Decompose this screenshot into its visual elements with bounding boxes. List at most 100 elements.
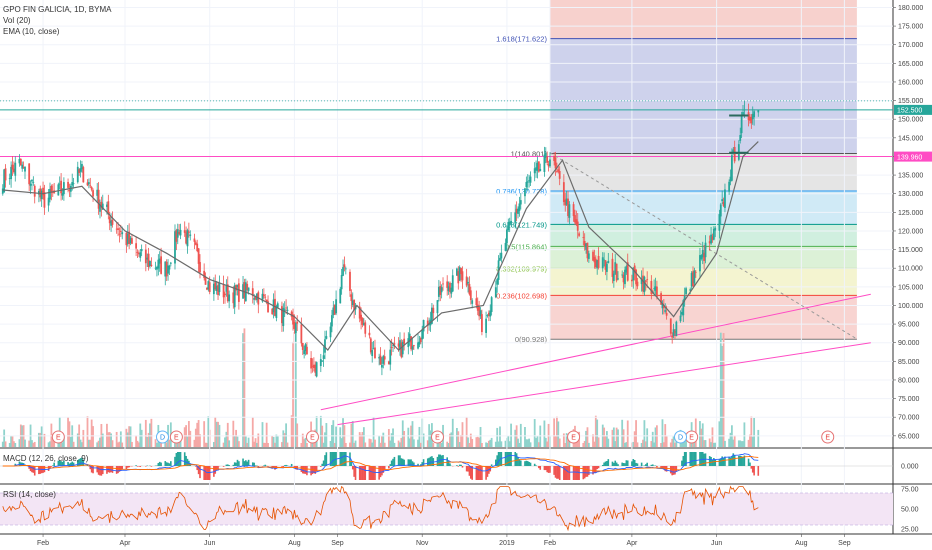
candle-body — [31, 179, 33, 182]
volume-bar — [661, 419, 664, 447]
macd-histogram-bar — [96, 466, 99, 473]
candle-body — [11, 164, 14, 170]
candle-body — [329, 326, 332, 338]
volume-legend[interactable]: Vol (20) — [3, 15, 31, 26]
macd-histogram-bar — [535, 465, 537, 466]
volume-bar — [371, 442, 374, 447]
time-tick-label: Jun — [711, 540, 722, 547]
rsi-legend[interactable]: RSI (14, close) — [3, 489, 56, 500]
earnings-icon[interactable]: E — [685, 430, 699, 444]
candle-body — [293, 321, 296, 329]
macd-histogram-bar — [565, 466, 568, 480]
candle-body — [481, 314, 483, 333]
candle-body — [224, 293, 226, 296]
fibonacci-retracement[interactable]: 1.618(171.622) 1(140.801) 0.786(130.728) 0.… — [496, 0, 857, 344]
volume-bar — [476, 436, 479, 447]
candle-body — [146, 257, 149, 260]
macd-histogram-bar — [533, 463, 536, 466]
macd-histogram-bar — [710, 456, 712, 466]
macd-histogram-bar — [643, 465, 646, 466]
trendline — [320, 293, 871, 411]
volume-bar — [397, 440, 400, 447]
price-axis[interactable]: 65.000 70.000 75.000 80.000 85.000 90.000 95.0… — [893, 5, 932, 534]
macd-histogram-bar — [50, 466, 53, 467]
consolidation-box[interactable] — [729, 114, 749, 154]
ema-legend[interactable]: EMA (10, close) — [3, 26, 59, 37]
candle-body — [61, 193, 64, 196]
candle-body — [500, 252, 503, 259]
candle-body — [504, 242, 507, 251]
macd-histogram-bar — [528, 461, 530, 466]
candle-body — [467, 281, 469, 284]
macd-histogram-bar — [597, 466, 600, 469]
macd-histogram-bar — [690, 452, 693, 466]
macd-legend[interactable]: MACD (12, 26, close, 9) — [3, 453, 88, 464]
candle-body — [582, 237, 585, 238]
candle-body — [282, 307, 285, 327]
time-tick-label: Sep — [838, 540, 851, 547]
volume-bar — [271, 435, 274, 447]
macd-histogram-bar — [604, 461, 607, 466]
volume-bar — [699, 421, 701, 447]
volume-bar — [446, 441, 449, 447]
macd-histogram-bar — [51, 465, 54, 466]
candle-body — [519, 200, 522, 205]
volume-bar — [499, 426, 501, 447]
dividend-icon[interactable]: D — [674, 430, 688, 444]
candle-body — [314, 364, 317, 373]
price-tick-label: 160.000 — [898, 79, 923, 86]
candle-body — [422, 319, 425, 332]
candle-body — [228, 294, 231, 302]
volume-bar — [439, 441, 442, 447]
macd-histogram-bar — [350, 461, 353, 466]
volume-bar — [146, 436, 149, 447]
volume-bar — [650, 441, 653, 447]
macd-histogram-bar — [554, 466, 557, 478]
earnings-icon[interactable]: E — [51, 430, 65, 444]
candle-body — [135, 243, 138, 249]
earnings-icon[interactable]: E — [169, 430, 183, 444]
earnings-icon[interactable]: E — [305, 430, 319, 444]
volume-bar — [126, 432, 129, 447]
macd-histogram-bar — [575, 466, 578, 480]
candle-body — [593, 256, 596, 263]
earnings-icon[interactable]: E — [821, 430, 835, 444]
volume-bar — [739, 440, 742, 447]
volume-bar — [701, 423, 704, 447]
macd-histogram-bar — [426, 458, 429, 466]
macd-histogram-bar — [379, 466, 382, 478]
macd-histogram-bar — [738, 455, 740, 466]
volume-bar — [710, 442, 712, 447]
volume-bar — [251, 417, 254, 447]
candle-body — [381, 364, 383, 368]
macd-histogram-bar — [681, 460, 683, 466]
candle-body — [296, 321, 299, 324]
earnings-icon[interactable]: E — [567, 430, 581, 444]
volume-bar — [179, 438, 182, 447]
volume-bar — [742, 441, 744, 447]
macd-histogram-bar — [479, 466, 482, 480]
event-markers[interactable]: E E E E E E ED D — [51, 430, 835, 444]
volume-bar — [743, 422, 746, 447]
volume-bar — [587, 442, 590, 447]
time-axis[interactable]: Feb Apr Jun Aug Sep Nov 2019 Feb Apr Jun Aug Sep — [37, 534, 851, 547]
candle-body — [97, 189, 100, 209]
candle-body — [546, 156, 549, 163]
volume-bar — [411, 421, 414, 447]
candle-body — [117, 228, 119, 231]
volume-bar — [350, 423, 353, 447]
candle-body — [194, 242, 197, 245]
trendlines[interactable] — [320, 152, 871, 426]
earnings-icon-circle — [567, 430, 581, 444]
candle-body — [692, 271, 694, 287]
candle-body — [458, 267, 461, 281]
macd-histogram-bar — [283, 465, 286, 466]
symbol-legend[interactable]: GPO FIN GALICIA, 1D, BYMA — [3, 4, 111, 15]
dividend-icon[interactable]: D — [155, 430, 169, 444]
macd-histogram-bar — [557, 466, 560, 479]
candle-body — [614, 262, 617, 274]
volume-bar — [497, 441, 500, 447]
volume-bar — [526, 439, 529, 447]
earnings-icon[interactable]: E — [430, 430, 444, 444]
candle-body — [730, 155, 733, 181]
